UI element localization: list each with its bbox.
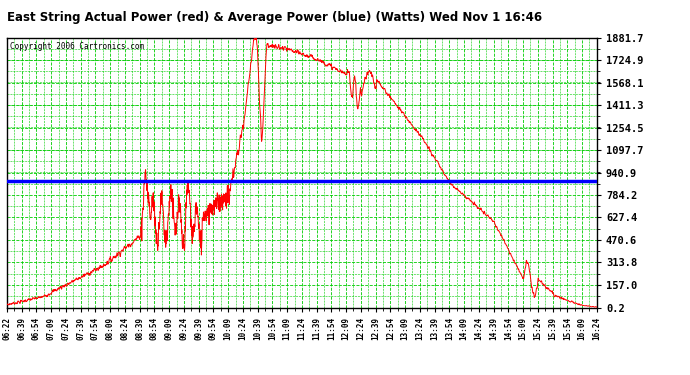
- Text: East String Actual Power (red) & Average Power (blue) (Watts) Wed Nov 1 16:46: East String Actual Power (red) & Average…: [7, 11, 542, 24]
- Text: Copyright 2006 Cartronics.com: Copyright 2006 Cartronics.com: [10, 42, 144, 51]
